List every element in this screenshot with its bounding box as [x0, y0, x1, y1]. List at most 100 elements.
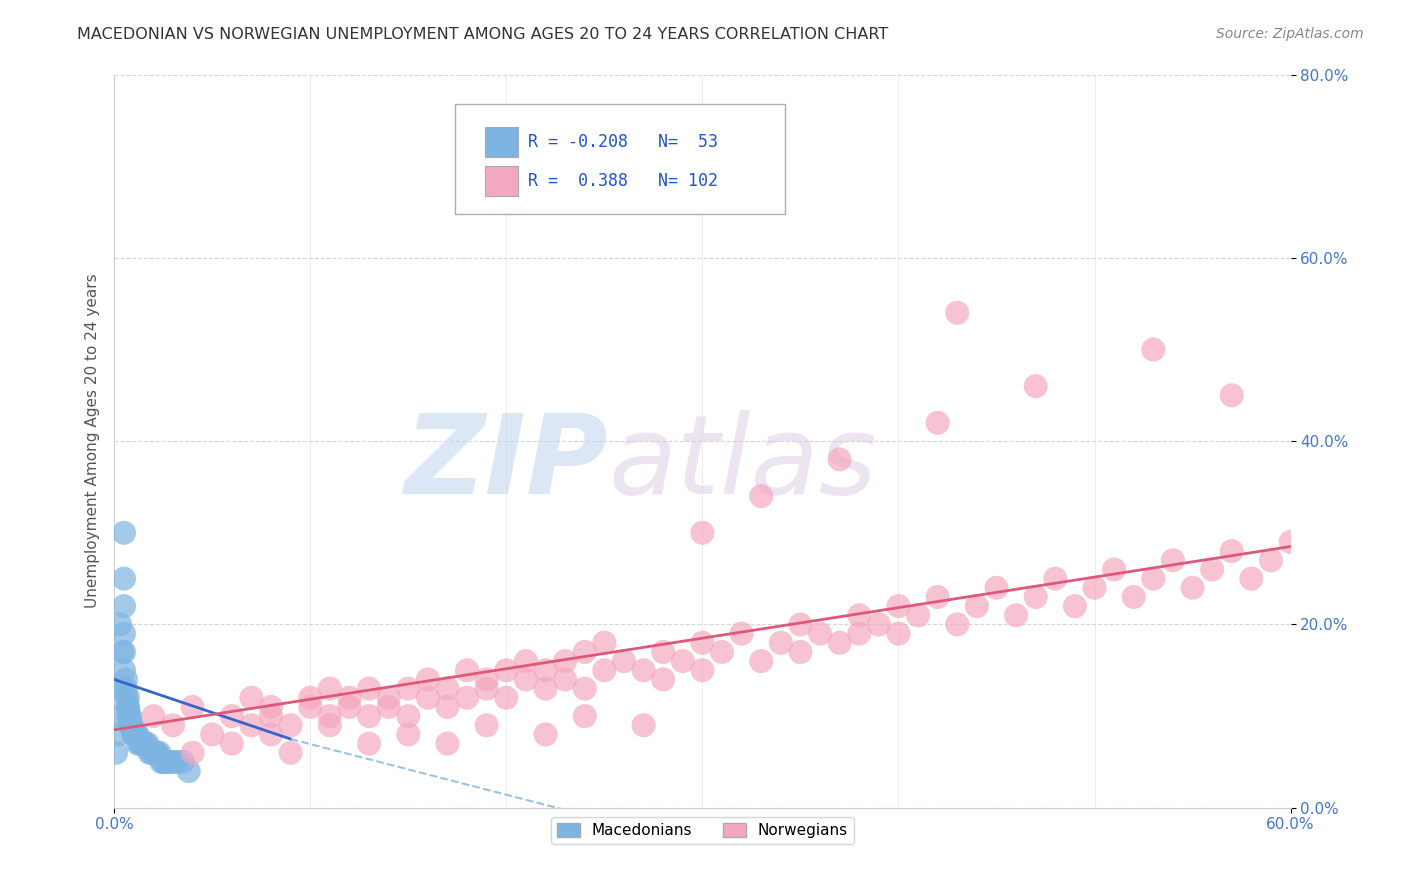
Point — [1005, 608, 1028, 623]
Point — [789, 617, 811, 632]
Point — [868, 617, 890, 632]
Point — [692, 663, 714, 677]
Point — [887, 599, 910, 613]
Point — [475, 718, 498, 732]
Point — [711, 645, 734, 659]
Point — [946, 306, 969, 320]
Point — [319, 709, 342, 723]
Point — [534, 663, 557, 677]
Point — [692, 636, 714, 650]
Point — [112, 626, 135, 640]
Point — [887, 626, 910, 640]
Point — [115, 690, 138, 705]
Point — [201, 727, 224, 741]
Point — [1102, 562, 1125, 576]
Point — [319, 681, 342, 696]
Point — [749, 654, 772, 668]
Point — [260, 700, 283, 714]
Point — [495, 690, 517, 705]
Point — [808, 626, 831, 640]
Point — [117, 700, 139, 714]
Point — [1260, 553, 1282, 567]
Point — [593, 636, 616, 650]
Point — [112, 663, 135, 677]
Point — [122, 727, 145, 741]
Point — [260, 727, 283, 741]
Point — [162, 755, 184, 769]
Legend: Macedonians, Norwegians: Macedonians, Norwegians — [551, 817, 855, 844]
Point — [112, 599, 135, 613]
Point — [416, 673, 439, 687]
Point — [574, 645, 596, 659]
Point — [107, 709, 129, 723]
Point — [652, 673, 675, 687]
Point — [125, 727, 148, 741]
Point — [145, 746, 167, 760]
Point — [221, 709, 243, 723]
Point — [769, 636, 792, 650]
Point — [1083, 581, 1105, 595]
Point — [456, 663, 478, 677]
Point — [495, 663, 517, 677]
Point — [150, 755, 173, 769]
Point — [117, 700, 139, 714]
Point — [177, 764, 200, 778]
Point — [396, 709, 419, 723]
Point — [339, 700, 361, 714]
Point — [132, 737, 155, 751]
Point — [574, 681, 596, 696]
Point — [156, 755, 179, 769]
Point — [436, 681, 458, 696]
Point — [927, 416, 949, 430]
Point — [132, 737, 155, 751]
Point — [112, 525, 135, 540]
Point — [105, 746, 128, 760]
Point — [127, 727, 149, 741]
Point — [475, 673, 498, 687]
Point — [121, 718, 143, 732]
Point — [112, 572, 135, 586]
Point — [111, 645, 134, 659]
Point — [377, 700, 399, 714]
Point — [416, 690, 439, 705]
Point — [946, 617, 969, 632]
Point — [118, 709, 141, 723]
Point — [118, 709, 141, 723]
Point — [240, 690, 263, 705]
Point — [359, 737, 381, 751]
FancyBboxPatch shape — [456, 103, 785, 214]
Point — [166, 755, 188, 769]
Point — [593, 663, 616, 677]
Point — [118, 718, 141, 732]
Point — [1220, 544, 1243, 558]
Point — [240, 718, 263, 732]
Text: ZIP: ZIP — [405, 409, 609, 516]
Point — [115, 673, 138, 687]
Point — [128, 737, 150, 751]
Point — [652, 645, 675, 659]
Point — [828, 636, 851, 650]
Point — [456, 690, 478, 705]
Point — [260, 709, 283, 723]
Point — [121, 718, 143, 732]
Point — [515, 654, 537, 668]
Point — [534, 681, 557, 696]
Point — [221, 737, 243, 751]
Point — [359, 681, 381, 696]
Point — [152, 755, 174, 769]
Point — [359, 709, 381, 723]
Point — [1025, 590, 1047, 604]
Point — [672, 654, 695, 668]
Point — [1142, 572, 1164, 586]
Point — [127, 737, 149, 751]
Point — [396, 681, 419, 696]
Point — [574, 709, 596, 723]
Point — [1220, 388, 1243, 402]
Point — [848, 626, 870, 640]
Bar — [485, 166, 517, 195]
Point — [633, 663, 655, 677]
Point — [181, 700, 204, 714]
Text: MACEDONIAN VS NORWEGIAN UNEMPLOYMENT AMONG AGES 20 TO 24 YEARS CORRELATION CHART: MACEDONIAN VS NORWEGIAN UNEMPLOYMENT AMO… — [77, 27, 889, 42]
Point — [1142, 343, 1164, 357]
Point — [534, 727, 557, 741]
